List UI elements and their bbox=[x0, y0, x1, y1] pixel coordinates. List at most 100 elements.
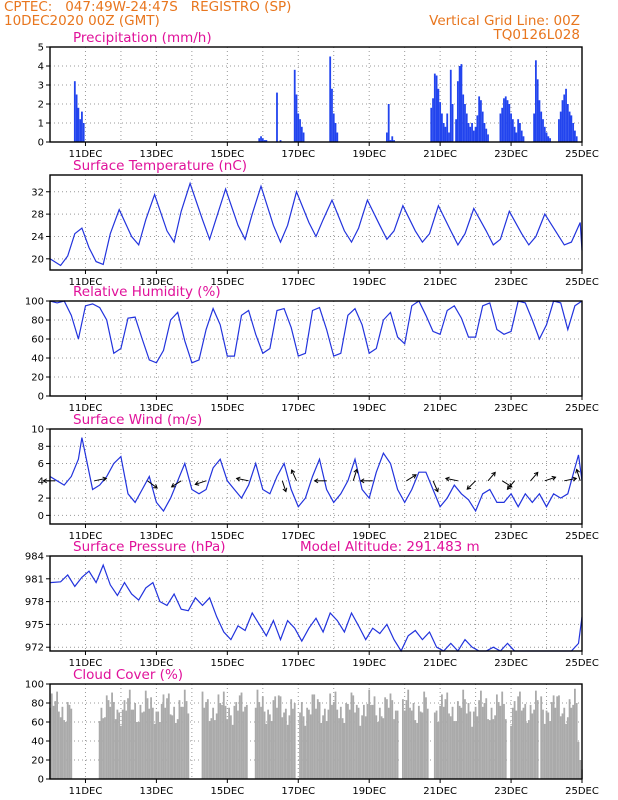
precip-bar bbox=[276, 92, 278, 142]
cloud-bar bbox=[481, 706, 484, 779]
precip-bar bbox=[332, 113, 335, 142]
cloud-bar bbox=[336, 709, 339, 779]
x-tick-label: 11DEC bbox=[69, 277, 103, 288]
cloud-bar bbox=[175, 722, 177, 779]
cloud-bar bbox=[327, 709, 330, 779]
cloud-bar bbox=[419, 711, 422, 779]
cloud-bar bbox=[565, 723, 567, 779]
cloud-bar bbox=[384, 697, 387, 779]
cloud-bar bbox=[237, 710, 239, 779]
series-line bbox=[49, 563, 583, 653]
y-tick-label: 6 bbox=[38, 459, 44, 470]
cloud-bar bbox=[244, 706, 246, 779]
cloud-bar bbox=[519, 691, 521, 779]
wind-vector-head bbox=[359, 478, 365, 484]
cloud-bar bbox=[423, 691, 426, 779]
series-line bbox=[49, 437, 583, 513]
x-tick-label: 11DEC bbox=[69, 403, 103, 414]
cloud-bar bbox=[323, 708, 326, 779]
y-tick-label: 8 bbox=[38, 442, 44, 453]
wind-vector bbox=[147, 480, 158, 489]
cloud-bar bbox=[215, 713, 218, 779]
cloud-bar bbox=[329, 693, 332, 779]
y-tick-label: 20 bbox=[31, 756, 44, 767]
x-tick-label: 25DEC bbox=[565, 149, 599, 160]
cloud-bar bbox=[130, 709, 133, 779]
cloud-bar bbox=[256, 689, 259, 779]
cloud-bar bbox=[332, 702, 335, 779]
precip-bar bbox=[472, 130, 475, 142]
cloud-bar bbox=[308, 709, 310, 779]
precip-bar bbox=[480, 100, 482, 142]
x-tick-label: 19DEC bbox=[352, 277, 386, 288]
wind-vector-head bbox=[444, 476, 450, 482]
panel-title: Surface Wind (m/s) bbox=[73, 412, 202, 428]
cloud-bar bbox=[238, 695, 241, 779]
cloud-bar bbox=[102, 718, 105, 779]
cloud-bar bbox=[416, 722, 418, 779]
cloud-bar bbox=[261, 696, 264, 779]
panel-frame bbox=[49, 428, 583, 525]
cloud-bar bbox=[263, 711, 266, 779]
cloud-bar bbox=[166, 698, 168, 779]
precip-bar bbox=[533, 113, 536, 142]
header-station: CPTEC: 047:49W-24:47S REGISTRO (SP) bbox=[4, 0, 292, 15]
y-tick-label: 5 bbox=[38, 43, 44, 54]
cloud-bar bbox=[59, 717, 62, 779]
precip-bar bbox=[441, 113, 443, 142]
cloud-bar bbox=[339, 706, 342, 779]
x-tick-label: 13DEC bbox=[140, 403, 174, 414]
precip-bar bbox=[260, 136, 262, 142]
cloud-bar bbox=[570, 707, 573, 779]
cloud-bar bbox=[467, 703, 470, 779]
panel-frame bbox=[49, 683, 583, 780]
x-tick-label: 17DEC bbox=[281, 658, 315, 669]
cloud-bar bbox=[105, 695, 108, 779]
y-tick-label: 0 bbox=[38, 775, 44, 786]
precip-bar bbox=[575, 136, 578, 142]
cloud-bar bbox=[135, 722, 138, 779]
wind-vector-head bbox=[412, 474, 417, 479]
cloud-bar bbox=[320, 722, 323, 779]
precip-bar bbox=[536, 79, 539, 142]
x-tick-label: 25DEC bbox=[565, 786, 599, 797]
precip-bar bbox=[329, 56, 332, 142]
wind-vector bbox=[487, 472, 496, 482]
cloud-bar bbox=[543, 723, 546, 779]
precip-bar bbox=[478, 96, 481, 142]
precip-bar bbox=[467, 123, 470, 142]
cloud-bar bbox=[242, 711, 245, 779]
cloud-bar bbox=[547, 712, 550, 779]
cloud-bar bbox=[579, 760, 582, 779]
panel-3: 0 20 40 60 80 100 11DEC 13DEC 15DEC 17DEC 19DEC 21D… bbox=[25, 284, 599, 414]
cloud-bar bbox=[293, 703, 296, 779]
x-tick-label: 21DEC bbox=[423, 403, 457, 414]
cloud-bar bbox=[483, 703, 486, 779]
y-tick-label: 981 bbox=[25, 574, 44, 585]
cloud-bar bbox=[531, 713, 534, 779]
cloud-bar bbox=[403, 710, 406, 779]
cloud-bar bbox=[444, 699, 447, 779]
panel-5: 972 975 978 981 984 11DEC 13DEC 15DEC 17DEC 19DEC… bbox=[25, 539, 599, 669]
panel-2: 20 24 28 32 11DEC 13DEC 15DEC 17DEC 19DEC 21DEC 23… bbox=[31, 158, 599, 288]
cloud-bar bbox=[284, 708, 287, 779]
precip-bar bbox=[561, 100, 564, 142]
cloud-bar bbox=[476, 716, 479, 779]
cloud-bar bbox=[345, 703, 348, 779]
cloud-bar bbox=[572, 704, 575, 779]
cloud-bar bbox=[309, 714, 312, 779]
cloud-bar bbox=[520, 710, 523, 779]
precip-bar bbox=[79, 119, 82, 142]
cloud-bar bbox=[414, 720, 417, 779]
cloud-bar bbox=[304, 725, 307, 779]
cloud-bar bbox=[322, 715, 324, 779]
cloud-bar bbox=[258, 702, 261, 779]
cloud-bar bbox=[112, 702, 115, 779]
cloud-bar bbox=[206, 699, 209, 779]
precip-bar bbox=[261, 138, 264, 142]
wind-vector-head bbox=[551, 475, 557, 481]
cloud-bar bbox=[286, 724, 289, 779]
cloud-bar bbox=[439, 705, 442, 779]
cloud-bar bbox=[201, 691, 204, 779]
x-tick-label: 13DEC bbox=[140, 786, 174, 797]
